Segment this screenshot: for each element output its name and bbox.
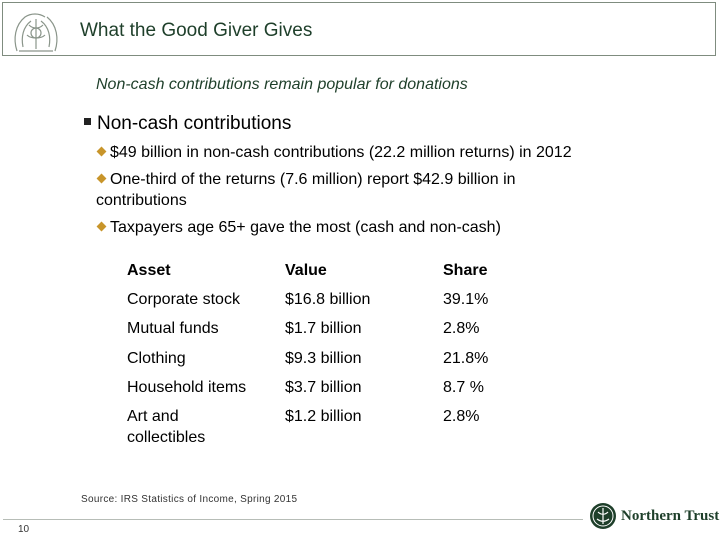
footer-divider — [3, 519, 583, 520]
northern-trust-logo-text: Northern Trust — [621, 508, 720, 524]
table-cell: 39.1% — [443, 291, 489, 308]
table-cell: Clothing — [127, 350, 186, 367]
table-cell: 21.8% — [443, 350, 489, 367]
table-cell: $1.7 billion — [285, 320, 362, 337]
diamond-bullet-icon — [96, 221, 107, 232]
slide-title: What the Good Giver Gives — [80, 20, 313, 41]
table-cell: 2.8% — [443, 320, 480, 337]
slide-subtitle: Non-cash contributions remain popular fo… — [96, 76, 468, 93]
table-cell: Mutual funds — [127, 320, 219, 337]
square-bullet-icon — [84, 118, 91, 126]
diamond-bullet-icon — [96, 173, 107, 184]
ornamental-seal-icon — [14, 13, 58, 52]
table-cell: Art and collectibles — [127, 408, 206, 446]
table-cell: $3.7 billion — [285, 379, 362, 396]
table-header-share: Share — [443, 262, 488, 279]
sub-bullet: Taxpayers age 65+ gave the most (cash an… — [96, 217, 656, 238]
main-bullet: Non-cash contributions — [84, 113, 291, 135]
northern-trust-seal-icon — [590, 503, 616, 529]
table-header-value: Value — [285, 262, 327, 279]
header-frame: What the Good Giver Gives — [2, 2, 716, 56]
table-cell: $1.2 billion — [285, 408, 362, 425]
sub-bullet-text: $49 billion in non-cash contributions (2… — [110, 144, 572, 161]
sub-bullet-text: Taxpayers age 65+ gave the most (cash an… — [110, 219, 501, 236]
sub-bullet: One-third of the returns (7.6 million) r… — [96, 169, 576, 211]
table-cell: Corporate stock — [127, 291, 240, 308]
table-cell: 2.8% — [443, 408, 480, 425]
table-cell: Household items — [127, 379, 247, 396]
table-header-asset: Asset — [127, 262, 171, 279]
source-note: Source: IRS Statistics of Income, Spring… — [81, 494, 298, 505]
main-bullet-label: Non-cash contributions — [97, 113, 292, 134]
diamond-bullet-icon — [96, 146, 107, 157]
sub-bullet-text: One-third of the returns (7.6 million) r… — [96, 171, 516, 209]
page-number: 10 — [18, 524, 30, 535]
table-cell: 8.7 % — [443, 379, 484, 396]
sub-bullet: $49 billion in non-cash contributions (2… — [96, 142, 656, 163]
table-cell: $9.3 billion — [285, 350, 362, 367]
table-cell: $16.8 billion — [285, 291, 371, 308]
